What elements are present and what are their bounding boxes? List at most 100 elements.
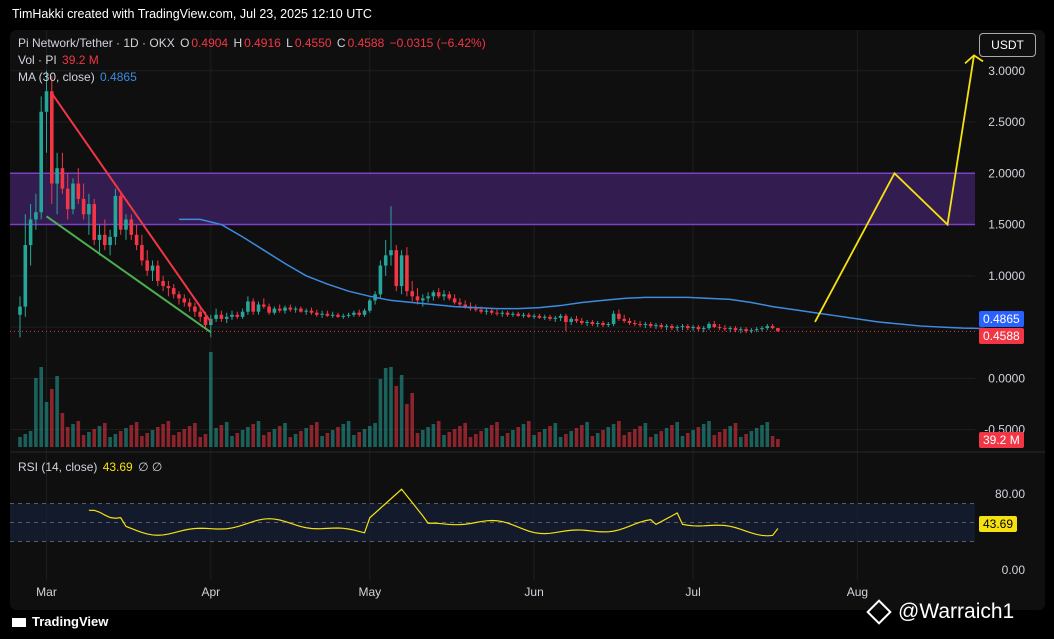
volume-bar (209, 352, 213, 447)
candle-body (686, 326, 690, 329)
candle-body (214, 314, 218, 319)
volume-bar (18, 437, 22, 447)
candle-body (187, 302, 192, 307)
candle-body (569, 318, 573, 322)
legend-row-ma: MA (30, close) 0.4865 (18, 70, 139, 84)
volume-bar (28, 431, 33, 447)
volume-bar (113, 434, 118, 447)
candle-body (198, 311, 202, 317)
volume-bar (776, 439, 780, 447)
candle-body (177, 294, 181, 299)
close-value: 0.4588 (347, 36, 385, 50)
candle-body (230, 314, 234, 317)
volume-bar (103, 423, 107, 447)
x-tick-label: Apr (201, 585, 220, 599)
candle-body (352, 312, 356, 315)
candle-body (739, 329, 743, 331)
candle-body (728, 328, 732, 330)
candle-body (776, 328, 780, 332)
candle-body (219, 314, 224, 319)
candle-body (330, 314, 335, 316)
volume-bar (421, 430, 425, 447)
volume-bar (373, 423, 377, 447)
candle-body (680, 326, 685, 328)
volume-bars (18, 352, 780, 447)
candle-body (442, 294, 446, 297)
candle-body (315, 312, 319, 315)
volume-bar (548, 426, 552, 447)
chart-panel[interactable]: 3.0000 2.5000 2.0000 1.5000 1.0000 0.0000 -0.5… (10, 30, 1045, 610)
candle-body (103, 234, 107, 246)
volume-label: Vol · PI (18, 53, 57, 67)
y-tick-label: 1.5000 (988, 218, 1025, 232)
candle-body (458, 302, 462, 305)
candle-body (505, 312, 510, 315)
candle-body (320, 313, 324, 315)
candle-body (659, 325, 664, 328)
rsi-pane (10, 488, 975, 542)
volume-bar (156, 427, 160, 447)
candle-body (92, 204, 96, 240)
open-value: 0.4904 (191, 36, 229, 50)
volume-bar (686, 433, 690, 447)
candle-body (622, 318, 626, 321)
volume-bar (617, 421, 621, 447)
volume-bar (187, 426, 192, 447)
candle-body (383, 255, 388, 266)
volume-bar (569, 431, 573, 447)
candle-body (224, 316, 229, 319)
axes: 3.00002.50002.00001.50001.00000.0000-0.5… (10, 64, 1045, 599)
candle-body (65, 188, 70, 210)
volume-bar (240, 430, 245, 447)
candle-body (251, 301, 255, 312)
downtrend-line-green (45, 215, 212, 334)
volume-bar (262, 435, 266, 447)
volume-bar (150, 430, 155, 447)
volume-bar (357, 432, 361, 447)
candle-body (511, 313, 515, 315)
candle-body (368, 300, 372, 311)
candle-body (309, 310, 314, 313)
volume-bar (749, 431, 754, 447)
volume-bar (352, 435, 356, 447)
volume-bar (511, 430, 515, 447)
candle-body (611, 313, 616, 325)
candle-body (701, 328, 706, 330)
candle-body (426, 296, 430, 299)
candle-body (516, 313, 520, 316)
candle-body (171, 288, 176, 295)
candle-body (362, 310, 367, 315)
candle-body (161, 280, 165, 287)
candle-body (638, 324, 642, 326)
ma-line (179, 218, 985, 330)
rsi-value: 43.69 (102, 460, 133, 474)
ma-label: MA (30, close) (18, 70, 95, 84)
candle-body (272, 308, 277, 313)
volume-tag: 39.2 M (979, 432, 1024, 448)
rsi-extra: ∅ ∅ (138, 460, 163, 474)
tradingview-brand[interactable]: TradingView (12, 614, 108, 629)
candle-body (140, 245, 144, 261)
chart-svg[interactable]: 3.00002.50002.00001.50001.00000.0000-0.5… (10, 30, 1045, 610)
candle-body (542, 316, 547, 318)
y-tick-label: 0.0000 (988, 371, 1025, 385)
candle-body (606, 324, 611, 326)
volume-bar (474, 434, 478, 447)
candle-body (770, 326, 775, 329)
candle-body (675, 327, 679, 329)
volume-bar (267, 432, 271, 447)
volume-bar (648, 437, 653, 447)
close-price-tag: 0.4588 (979, 328, 1024, 344)
volume-bar (299, 431, 303, 447)
volume-bar (23, 434, 28, 447)
volume-bar (320, 436, 324, 447)
currency-button[interactable]: USDT (979, 33, 1036, 57)
volume-bar (558, 437, 563, 447)
volume-bar (659, 431, 664, 447)
symbol-name: Pi Network/Tether · 1D · OKX (18, 36, 175, 50)
volume-bar (65, 427, 70, 447)
y-tick-label: 2.5000 (988, 115, 1025, 129)
candle-body (474, 308, 478, 310)
volume-bar (277, 426, 282, 447)
candle-body (627, 320, 632, 323)
